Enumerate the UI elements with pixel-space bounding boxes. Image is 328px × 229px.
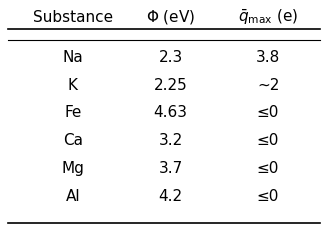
Text: 3.7: 3.7 [158, 161, 183, 176]
Text: 2.3: 2.3 [158, 49, 183, 64]
Text: 3.8: 3.8 [256, 49, 280, 64]
Text: Mg: Mg [62, 161, 84, 176]
Text: ≤0: ≤0 [257, 161, 279, 176]
Text: $\bar{q}_{\mathrm{max}}$ (e): $\bar{q}_{\mathrm{max}}$ (e) [238, 8, 298, 27]
Text: $\Phi$ (eV): $\Phi$ (eV) [146, 8, 195, 26]
Text: ≤0: ≤0 [257, 133, 279, 148]
Text: ~2: ~2 [257, 77, 279, 92]
Text: ≤0: ≤0 [257, 105, 279, 120]
Text: Substance: Substance [33, 10, 113, 25]
Text: K: K [68, 77, 78, 92]
Text: 3.2: 3.2 [158, 133, 183, 148]
Text: ≤0: ≤0 [257, 188, 279, 203]
Text: 4.63: 4.63 [154, 105, 188, 120]
Text: 4.2: 4.2 [158, 188, 183, 203]
Text: Al: Al [66, 188, 80, 203]
Text: Na: Na [63, 49, 83, 64]
Text: Ca: Ca [63, 133, 83, 148]
Text: 2.25: 2.25 [154, 77, 187, 92]
Text: Fe: Fe [64, 105, 82, 120]
